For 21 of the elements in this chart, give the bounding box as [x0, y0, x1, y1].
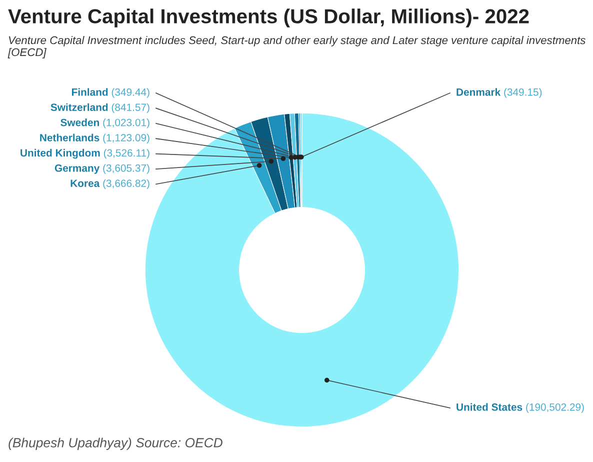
- chart-subtitle: Venture Capital Investment includes Seed, Start-up and other early stage and Later stage venture capital investments [OECD]: [8, 36, 586, 58]
- data-label: (3,605.37): [103, 164, 150, 174]
- chart-title: Venture Capital Investments (US Dollar, Millions)- 2022: [8, 8, 529, 28]
- data-label: (1,123.09): [103, 134, 150, 144]
- data-label: (190,502.29): [526, 403, 584, 413]
- slice-label: Switzerland: [50, 103, 108, 111]
- data-label: (349.44): [112, 88, 150, 98]
- slice-label: Netherlands: [40, 134, 100, 142]
- data-label: (3,526.11): [104, 148, 150, 159]
- slice-label: Denmark: [456, 88, 501, 96]
- slice-label: Germany: [54, 164, 100, 174]
- data-label: (349.15): [504, 88, 542, 98]
- data-label: (3,666.82): [103, 179, 150, 190]
- slice-label: Finland: [72, 88, 108, 96]
- slice-label: Sweden: [60, 118, 99, 126]
- text: (Bhupesh Upadhyay) Source: OECD: [8, 438, 222, 450]
- data-label: (841.57): [112, 103, 150, 114]
- slice-label: United Kingdom: [20, 148, 100, 159]
- slice-label: Korea: [70, 180, 100, 187]
- data-label: (1,023.01): [103, 118, 150, 128]
- slice-label: United States: [456, 403, 522, 411]
